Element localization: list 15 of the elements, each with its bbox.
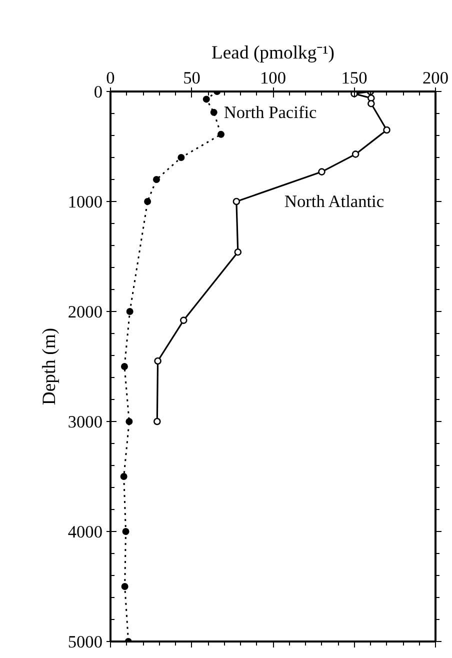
- series-label: North Atlantic: [284, 192, 384, 211]
- y-tick-label: 4000: [68, 522, 102, 542]
- x-axis-title: Lead (pmolkg⁻¹): [212, 42, 334, 64]
- x-tick-label: 50: [183, 68, 200, 88]
- series-label: North Pacific: [224, 102, 318, 122]
- x-tick-label: 150: [341, 68, 368, 88]
- x-tick-label: 100: [260, 68, 286, 88]
- y-axis-title: Depth (m): [38, 328, 60, 406]
- y-tick-label: 1000: [68, 192, 102, 212]
- x-tick-label: 0: [106, 68, 115, 88]
- y-tick-label: 3000: [68, 412, 102, 432]
- x-tick-label: 200: [422, 68, 449, 88]
- y-tick-label: 2000: [68, 302, 102, 322]
- y-tick-label: 5000: [68, 632, 102, 652]
- y-tick-label: 0: [94, 82, 103, 102]
